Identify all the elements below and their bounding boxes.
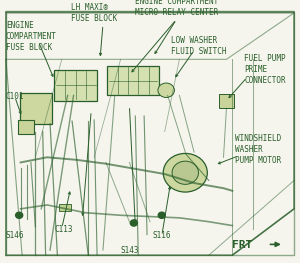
Circle shape: [158, 83, 174, 98]
Bar: [18, 120, 34, 134]
Text: S143: S143: [121, 246, 139, 255]
Text: WINDSHIELD
WASHER
PUMP MOTOR: WINDSHIELD WASHER PUMP MOTOR: [235, 134, 281, 165]
Circle shape: [158, 212, 165, 218]
Text: C113: C113: [55, 225, 73, 234]
Circle shape: [172, 161, 199, 184]
Text: C101: C101: [6, 92, 24, 101]
Circle shape: [16, 212, 23, 218]
Polygon shape: [20, 93, 52, 124]
Text: LOW WASHER
FLUID SWITCH: LOW WASHER FLUID SWITCH: [171, 36, 226, 57]
Text: S116: S116: [153, 231, 171, 240]
Bar: [59, 204, 70, 211]
Circle shape: [130, 220, 137, 226]
Polygon shape: [55, 70, 97, 100]
Text: FUEL PUMP
PRIME
CONNECTOR: FUEL PUMP PRIME CONNECTOR: [244, 54, 286, 85]
Text: LH MAXI®
FUSE BLOCK: LH MAXI® FUSE BLOCK: [71, 3, 117, 23]
Text: ENGINE COMPARTMENT
MICRO RELAY CENTER: ENGINE COMPARTMENT MICRO RELAY CENTER: [135, 0, 218, 17]
Text: S146: S146: [6, 231, 24, 240]
Circle shape: [163, 153, 207, 192]
Bar: [219, 94, 234, 108]
Text: FRT: FRT: [232, 240, 253, 250]
Text: ENGINE
COMPARTMENT
FUSE BLOCK: ENGINE COMPARTMENT FUSE BLOCK: [6, 21, 57, 52]
Polygon shape: [107, 66, 159, 95]
